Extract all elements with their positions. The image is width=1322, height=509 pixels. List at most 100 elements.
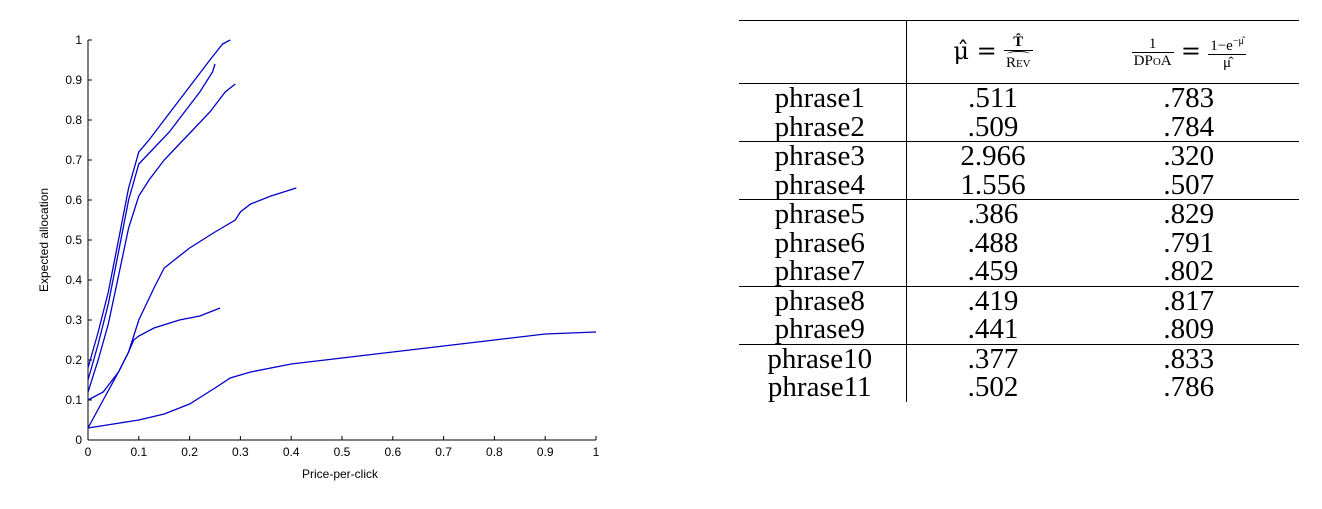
mu-fraction-denominator: Rev — [1004, 50, 1033, 71]
x-tick-label: 0 — [85, 445, 92, 459]
x-tick-label: 0.6 — [384, 445, 401, 459]
phrase-name-cell: phrase7 — [739, 257, 908, 286]
mu-value-cell: .441 — [967, 313, 1019, 345]
dpoa-value-cell: .802 — [1163, 255, 1215, 287]
table-row: phrase10.377.833 — [739, 343, 1299, 373]
dpoa-value-cell: .817 — [1078, 285, 1299, 315]
rev-wide-hat: Rev — [1005, 50, 1031, 71]
phrase-name-cell: phrase11 — [739, 373, 908, 402]
table-row: phrase3 2.966.320 — [739, 141, 1299, 171]
rhs-denominator: μ̂ — [1223, 54, 1232, 71]
x-tick-label: 0.5 — [334, 445, 351, 459]
y-tick-label: 0 — [75, 433, 82, 447]
table-row: phrase11 .502 .786 — [739, 373, 1299, 402]
mu-value-cell: .377 — [906, 343, 1079, 373]
table-row: phrase5.386.829 — [739, 199, 1299, 229]
dpoa-value-cell: .786 — [1163, 371, 1215, 403]
y-tick-label: 0.1 — [65, 393, 82, 407]
dpoa-value-cell: .829 — [1078, 199, 1299, 229]
dpoa-value-cell: .783 — [1163, 82, 1215, 114]
dpoa-value-cell: .507 — [1163, 168, 1215, 201]
series-line-6 — [87, 331, 597, 429]
x-tick-label: 0.4 — [283, 445, 300, 459]
allocation-chart: 0 0.1 0.2 0.3 0.4 0.5 0.6 0.7 0.8 0.9 1 0 0.1 0.2 0.3 0… — [0, 0, 620, 509]
x-tick-label: 0.3 — [232, 445, 249, 459]
y-tick-label: 0.5 — [65, 233, 82, 247]
mu-value-cell: .488 — [967, 226, 1019, 259]
mu-value-cell: 1.556 — [960, 168, 1026, 201]
mu-value-cell: .502 — [967, 371, 1019, 403]
dpoa-value-cell: .791 — [1163, 226, 1215, 259]
dpoa-fraction: 1 DPoA — [1131, 36, 1174, 69]
x-tick-label: 0.9 — [537, 445, 554, 459]
chart-canvas: 0 0.1 0.2 0.3 0.4 0.5 0.6 0.7 0.8 0.9 1 0 0.1 0.2 0.3 0… — [37, 33, 600, 481]
rhs-fraction: 1−e−μ̂ μ̂ — [1208, 34, 1246, 71]
mu-hat-symbol: μ̂ = — [953, 36, 997, 65]
chart-curves — [87, 39, 597, 429]
phrase-name-cell: phrase8 — [739, 285, 908, 315]
mu-fraction: T̂ Rev — [1003, 34, 1033, 71]
dpoa-fraction-denominator: DPoA — [1133, 52, 1172, 69]
rhs-numerator: 1−e−μ̂ — [1208, 34, 1246, 55]
dpoa-value-cell: .320 — [1078, 141, 1299, 171]
phrase-name-cell: phrase5 — [739, 199, 908, 229]
table-row: phrase4 1.556 .507 — [739, 168, 1299, 201]
table-row: phrase1 .511 .783 — [739, 82, 1299, 114]
results-table-panel: μ̂ = T̂ Rev 1 DPoA — [739, 20, 1299, 402]
header-mu-cell: μ̂ = T̂ Rev — [906, 20, 1079, 84]
phrase-name-cell: phrase4 — [739, 170, 908, 200]
phrase-name-cell: phrase2 — [739, 112, 908, 142]
mu-value-cell: .459 — [967, 255, 1019, 287]
series-line-2 — [87, 63, 216, 381]
table-row: phrase6 .488 .791 — [739, 226, 1299, 259]
y-tick-label: 0.7 — [65, 153, 82, 167]
x-axis-label: Price-per-click — [302, 467, 379, 481]
y-axis-label: Expected allocation — [37, 188, 51, 292]
table-row: phrase7 .459 .802 — [739, 257, 1299, 286]
mu-value-cell: .509 — [967, 110, 1019, 143]
y-tick-label: 1 — [75, 33, 82, 47]
chart-tick-labels: 0 0.1 0.2 0.3 0.4 0.5 0.6 0.7 0.8 0.9 1 0 0.1 0.2 0.3 0… — [65, 33, 599, 459]
series-line-4 — [87, 187, 297, 429]
y-tick-label: 0.6 — [65, 193, 82, 207]
mu-value-cell: .386 — [906, 199, 1079, 229]
dpoa-fraction-numerator: 1 — [1131, 36, 1174, 53]
dpoa-value-cell: .809 — [1163, 313, 1215, 345]
equals-sign: = — [1180, 36, 1201, 65]
chart-axes — [87, 39, 597, 441]
series-line-3 — [87, 83, 236, 393]
dpoa-value-cell: .784 — [1163, 110, 1215, 143]
series-line-1 — [87, 39, 231, 369]
y-tick-label: 0.2 — [65, 353, 82, 367]
mu-fraction-numerator: T̂ — [1003, 34, 1033, 51]
table-body: phrase1.511.783 phrase2.509.784 phrase3 2.9… — [739, 82, 1299, 402]
header-name-cell — [739, 20, 908, 84]
rev-text: Rev — [1005, 54, 1031, 71]
phrase-name-cell: phrase9 — [739, 315, 908, 344]
phrase-name-cell: phrase6 — [739, 228, 908, 257]
mu-value-cell: .419 — [906, 285, 1079, 315]
mu-value-cell: 2.966 — [906, 141, 1079, 171]
series-line-5 — [87, 307, 221, 401]
y-tick-label: 0.9 — [65, 73, 82, 87]
phrase-name-cell: phrase1 — [739, 83, 908, 113]
dpoa-value-cell: .833 — [1078, 343, 1299, 373]
results-table: μ̂ = T̂ Rev 1 DPoA — [739, 20, 1299, 402]
x-tick-label: 0.1 — [130, 445, 147, 459]
phrase-name-cell: phrase10 — [739, 343, 908, 373]
x-tick-label: 0.7 — [435, 445, 452, 459]
rhs-numerator-base: 1−e — [1210, 37, 1233, 54]
mu-value-cell: .511 — [968, 82, 1018, 114]
y-tick-label: 0.3 — [65, 313, 82, 327]
y-tick-label: 0.4 — [65, 273, 82, 287]
x-tick-label: 0.2 — [181, 445, 198, 459]
x-tick-label: 0.8 — [486, 445, 503, 459]
table-row: phrase9 .441 .809 — [739, 315, 1299, 344]
phrase-name-cell: phrase3 — [739, 141, 908, 171]
wide-hat-mark — [1006, 50, 1030, 57]
rhs-numerator-exponent: −μ̂ — [1232, 35, 1244, 47]
x-tick-label: 1 — [593, 445, 600, 459]
table-header-row: μ̂ = T̂ Rev 1 DPoA — [739, 20, 1299, 84]
y-tick-label: 0.8 — [65, 113, 82, 127]
table-row: phrase2 .509 .784 — [739, 110, 1299, 143]
